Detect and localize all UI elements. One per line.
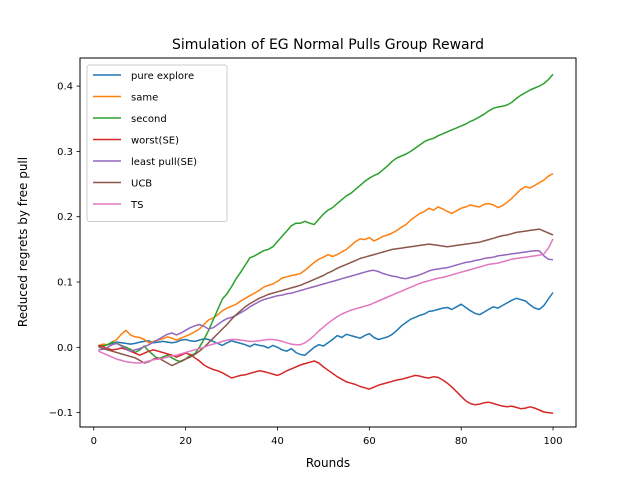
x-tick-label: 20 — [179, 436, 192, 447]
series-line-0 — [98, 292, 554, 356]
series-line-1 — [98, 172, 554, 347]
y-tick-label: 0.2 — [57, 212, 73, 223]
series-line-2 — [98, 73, 554, 363]
chart-title: Simulation of EG Normal Pulls Group Rewa… — [172, 37, 484, 53]
legend-label: TS — [130, 200, 143, 211]
plot-lines — [98, 73, 554, 415]
y-tick-label: 0.0 — [57, 343, 73, 354]
y-axis: −0.1 0.0 0.1 0.2 0.3 0.4 — [49, 82, 80, 419]
series-line-6 — [98, 238, 554, 364]
x-tick-label: 60 — [363, 436, 376, 447]
legend-label: worst(SE) — [131, 136, 179, 147]
plot-frame — [79, 57, 577, 428]
x-axis-label: Rounds — [306, 456, 350, 470]
legend-label: UCB — [131, 179, 152, 190]
y-tick-label: 0.4 — [57, 82, 73, 93]
x-tick-label: 40 — [271, 436, 284, 447]
y-tick-label: 0.3 — [57, 147, 73, 158]
x-tick-label: 100 — [543, 436, 562, 447]
legend: pure explore same second worst(SE) least pul… — [86, 64, 228, 222]
legend-box — [86, 64, 228, 222]
legend-label: second — [131, 114, 167, 125]
legend-label: least pull(SE) — [131, 157, 197, 168]
legend-label: pure explore — [131, 71, 194, 82]
x-tick-label: 0 — [91, 436, 97, 447]
x-axis: 0 20 40 60 80 100 — [91, 427, 563, 447]
y-axis-label: Reduced regrets by free pull — [16, 157, 30, 327]
legend-label: same — [131, 93, 158, 104]
y-tick-label: 0.1 — [57, 278, 73, 289]
series-line-5 — [98, 228, 554, 367]
y-tick-label: −0.1 — [49, 408, 73, 419]
x-tick-label: 80 — [455, 436, 468, 447]
series-line-4 — [98, 249, 554, 352]
